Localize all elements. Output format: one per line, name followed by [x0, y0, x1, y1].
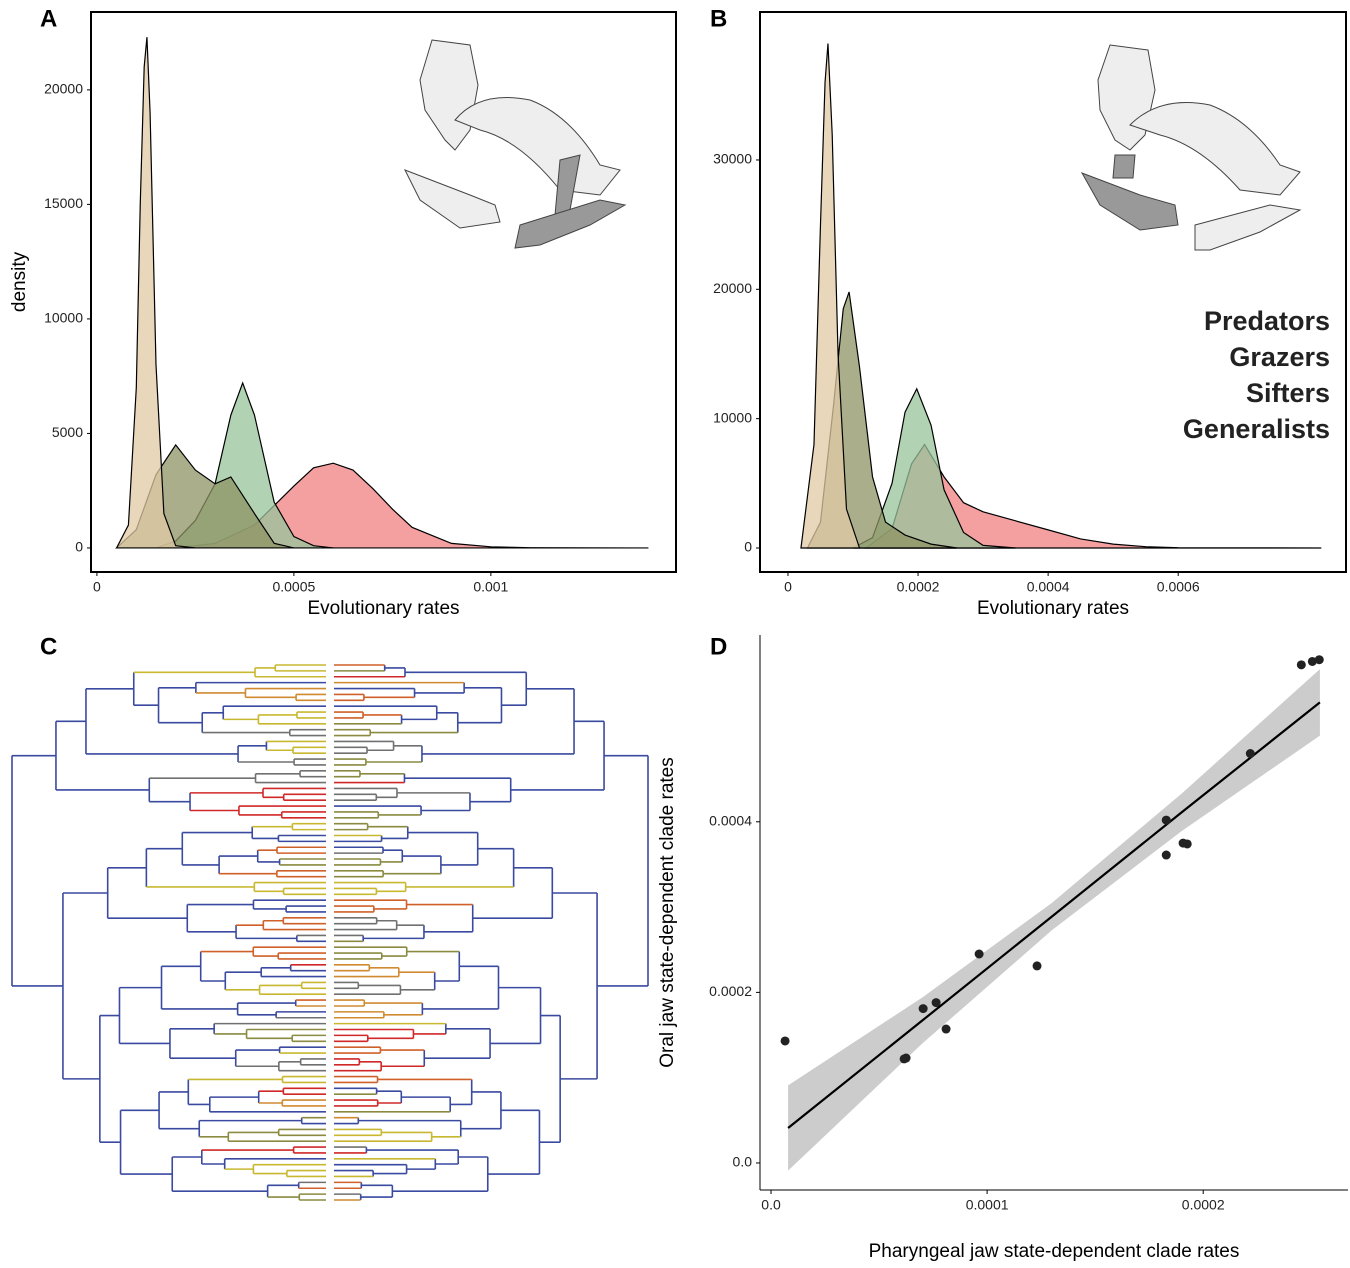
- point: [1161, 850, 1171, 860]
- point: [941, 1024, 951, 1034]
- y-tick-label: 5000: [52, 424, 83, 440]
- y-tick-label: 0.0002: [709, 983, 752, 999]
- x-tick-label: 0.0001: [966, 1197, 1009, 1213]
- x-tick-label: 0.001: [473, 579, 508, 595]
- point: [1182, 839, 1192, 849]
- plot-frame: [90, 11, 677, 573]
- y-tick-label: 30000: [713, 151, 752, 167]
- y-tick-label: 0: [744, 539, 752, 555]
- point: [901, 1053, 911, 1063]
- fit-line: [787, 701, 1321, 1129]
- x-tick-label: 0.0004: [1027, 579, 1070, 595]
- y-tick-label: 0: [75, 539, 83, 555]
- phylogeny: [11, 664, 649, 1201]
- y-tick-label: 0.0: [733, 1154, 753, 1170]
- x-tick-label: 0.0: [761, 1197, 781, 1213]
- x-axis-title: Evolutionary rates: [307, 598, 459, 619]
- point: [1161, 815, 1171, 825]
- point: [931, 998, 941, 1008]
- y-tick-label: 10000: [713, 409, 752, 425]
- legend-entry: Generalists: [1183, 414, 1330, 444]
- skull-icon-a: [403, 39, 627, 249]
- point: [1245, 749, 1255, 759]
- legend-entry: Predators: [1204, 306, 1330, 336]
- point: [1307, 656, 1317, 666]
- density-area: [115, 37, 196, 549]
- x-axis-title: Evolutionary rates: [977, 598, 1129, 619]
- y-tick-label: 20000: [713, 280, 752, 296]
- y-axis-title: Oral jaw state-dependent clade rates: [657, 757, 678, 1068]
- y-tick-label: 15000: [44, 195, 83, 211]
- y-tick-label: 20000: [44, 81, 83, 97]
- point: [1314, 655, 1324, 665]
- point: [974, 949, 984, 959]
- y-tick-label: 0.0004: [709, 812, 752, 828]
- y-axis-title: density: [9, 251, 30, 312]
- panel-label: B: [710, 5, 727, 32]
- x-tick-label: 0: [93, 579, 101, 595]
- plot-frame: [759, 11, 1347, 573]
- x-tick-label: 0.0006: [1157, 579, 1200, 595]
- point: [918, 1004, 928, 1014]
- point: [1032, 961, 1042, 971]
- legend-entry: Sifters: [1246, 378, 1330, 408]
- x-tick-label: 0.0005: [272, 579, 315, 595]
- skull-icon-b: [1080, 44, 1302, 251]
- density-area: [800, 43, 861, 549]
- panel-label: D: [710, 633, 727, 660]
- density-area: [852, 387, 1016, 549]
- x-axis-title: Pharyngeal jaw state-dependent clade rat…: [869, 1241, 1240, 1262]
- panel-label: C: [40, 633, 57, 660]
- x-tick-label: 0: [784, 579, 792, 595]
- x-tick-label: 0.0002: [897, 579, 940, 595]
- y-tick-label: 10000: [44, 310, 83, 326]
- point: [780, 1036, 790, 1046]
- confidence-band: [788, 669, 1320, 1171]
- legend-entry: Grazers: [1229, 342, 1330, 372]
- panel-label: A: [40, 5, 57, 32]
- x-tick-label: 0.0002: [1182, 1197, 1225, 1213]
- point: [1296, 660, 1306, 670]
